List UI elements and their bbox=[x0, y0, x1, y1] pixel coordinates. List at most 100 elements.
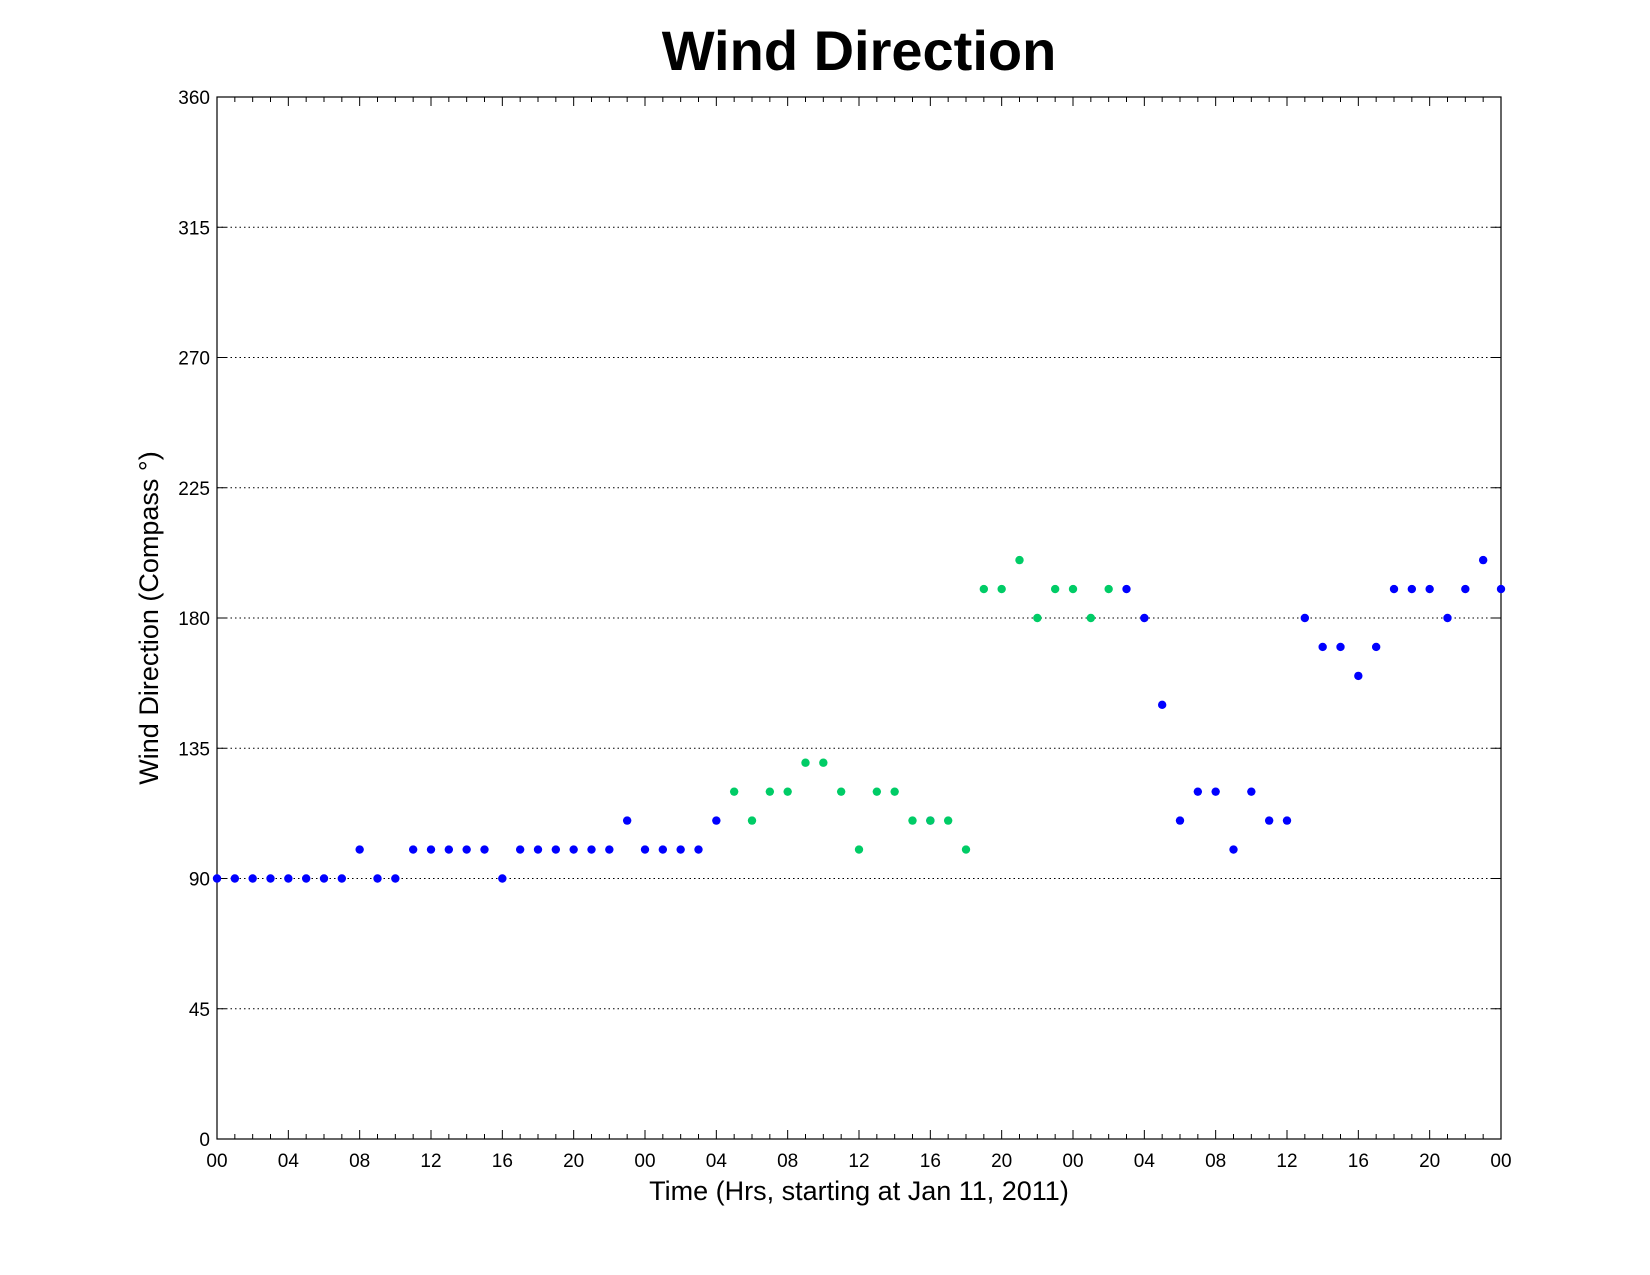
data-point bbox=[801, 758, 810, 767]
y-tick-label: 180 bbox=[178, 609, 210, 630]
data-point bbox=[1425, 584, 1434, 594]
y-tick-label: 45 bbox=[189, 1000, 210, 1021]
data-point bbox=[836, 787, 846, 796]
data-point bbox=[1336, 642, 1345, 652]
data-point bbox=[1193, 787, 1203, 796]
data-point bbox=[943, 816, 953, 825]
data-point bbox=[301, 874, 311, 883]
data-point bbox=[783, 787, 792, 796]
data-point bbox=[872, 787, 882, 796]
y-tick-label: 225 bbox=[178, 479, 210, 500]
data-point bbox=[605, 845, 614, 854]
data-point bbox=[1318, 642, 1327, 652]
data-point bbox=[212, 874, 222, 883]
data-point bbox=[640, 845, 650, 854]
data-point bbox=[676, 845, 685, 854]
x-tick-labels: 00 04 08 12 16 20 00 04 08 12 16 20 00 04 08 12 16 20 00 bbox=[206, 1151, 1511, 1172]
x-tick-label: 20 bbox=[563, 1151, 584, 1172]
data-point bbox=[658, 845, 668, 854]
data-point bbox=[712, 816, 721, 825]
data-point bbox=[1354, 671, 1363, 681]
data-points bbox=[212, 555, 1506, 883]
x-tick-label: 12 bbox=[1276, 1151, 1297, 1172]
data-point bbox=[729, 787, 739, 796]
data-point bbox=[426, 845, 436, 854]
data-point bbox=[337, 874, 347, 883]
x-tick-label: 08 bbox=[349, 1151, 370, 1172]
data-point bbox=[1122, 584, 1131, 594]
data-point bbox=[1175, 816, 1185, 825]
data-point bbox=[1496, 584, 1506, 594]
data-point bbox=[1247, 787, 1256, 796]
data-point bbox=[997, 584, 1006, 594]
data-point bbox=[355, 845, 364, 854]
data-point bbox=[408, 845, 418, 854]
x-tick-label: 12 bbox=[420, 1151, 441, 1172]
data-point bbox=[979, 584, 989, 594]
data-point bbox=[747, 816, 757, 825]
data-point bbox=[1033, 613, 1042, 623]
data-point bbox=[694, 845, 703, 854]
x-tick-label: 04 bbox=[278, 1151, 300, 1172]
data-point bbox=[569, 845, 578, 854]
data-point bbox=[462, 845, 471, 854]
y-tick-label: 270 bbox=[178, 349, 210, 370]
data-point bbox=[1140, 613, 1149, 623]
y-tick-label: 90 bbox=[189, 870, 210, 891]
data-point bbox=[1371, 642, 1381, 652]
x-tick-label: 16 bbox=[1348, 1151, 1369, 1172]
data-point bbox=[854, 845, 864, 854]
data-point bbox=[1443, 613, 1452, 623]
x-tick-label: 16 bbox=[920, 1151, 941, 1172]
data-point bbox=[1015, 555, 1024, 565]
data-point bbox=[1068, 584, 1078, 594]
data-point bbox=[961, 845, 971, 854]
data-point bbox=[230, 874, 240, 883]
data-point bbox=[765, 787, 775, 796]
data-point bbox=[1104, 584, 1113, 594]
data-point bbox=[1389, 584, 1399, 594]
data-point bbox=[498, 874, 507, 883]
y-tick-label: 315 bbox=[178, 218, 210, 239]
x-tick-label: 20 bbox=[1419, 1151, 1440, 1172]
data-point bbox=[444, 845, 454, 854]
x-tick-label: 00 bbox=[1062, 1151, 1083, 1172]
y-tick-label: 360 bbox=[178, 88, 210, 109]
x-tick-label: 04 bbox=[706, 1151, 728, 1172]
data-point bbox=[1407, 584, 1417, 594]
data-point bbox=[926, 816, 935, 825]
x-tick-label: 00 bbox=[206, 1151, 227, 1172]
data-point bbox=[248, 874, 257, 883]
data-point bbox=[622, 816, 632, 825]
data-point bbox=[908, 816, 917, 825]
data-point bbox=[1300, 613, 1310, 623]
x-tick-label: 00 bbox=[1490, 1151, 1511, 1172]
data-point bbox=[1282, 816, 1292, 825]
data-point bbox=[890, 787, 899, 796]
data-point bbox=[391, 874, 400, 883]
data-point bbox=[1157, 700, 1167, 710]
data-point bbox=[284, 874, 293, 883]
data-point bbox=[1461, 584, 1470, 594]
data-point bbox=[373, 874, 382, 883]
data-point bbox=[819, 758, 828, 767]
data-point bbox=[587, 845, 596, 854]
x-tick-label: 08 bbox=[1205, 1151, 1226, 1172]
data-point bbox=[1264, 816, 1274, 825]
data-point bbox=[266, 874, 275, 883]
x-axis-label: Time (Hrs, starting at Jan 11, 2011) bbox=[649, 1176, 1069, 1206]
y-tick-labels: 0 45 90 135 180 225 270 315 360 bbox=[178, 88, 210, 1151]
x-tick-label: 00 bbox=[634, 1151, 655, 1172]
chart-title: Wind Direction bbox=[662, 19, 1057, 82]
y-axis-label: Wind Direction (Compass °) bbox=[134, 451, 164, 784]
axis-ticks bbox=[216, 96, 1502, 1140]
x-tick-label: 08 bbox=[777, 1151, 798, 1172]
y-tick-label: 135 bbox=[178, 739, 210, 760]
data-point bbox=[319, 874, 329, 883]
data-point bbox=[1211, 787, 1220, 796]
data-point bbox=[515, 845, 525, 854]
x-tick-label: 16 bbox=[492, 1151, 513, 1172]
y-tick-label: 0 bbox=[199, 1130, 210, 1151]
data-point bbox=[1478, 555, 1488, 565]
